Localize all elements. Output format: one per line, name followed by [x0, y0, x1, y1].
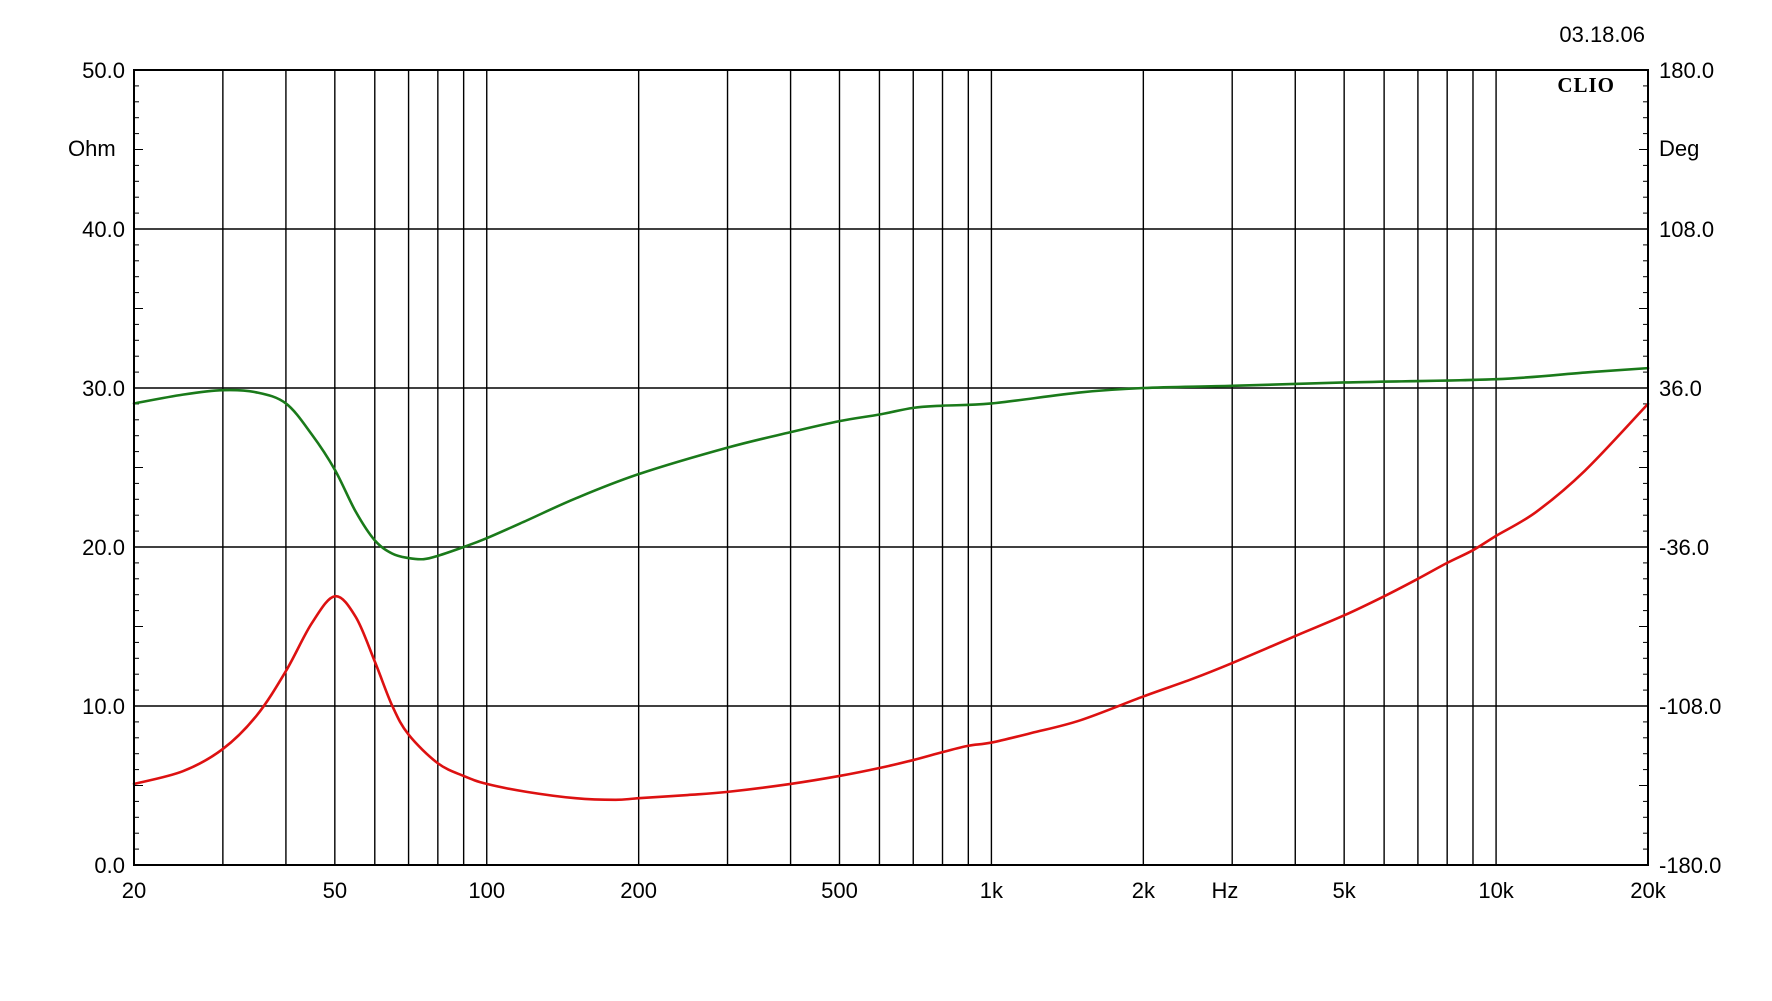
- x-tick-label: 2k: [1132, 878, 1156, 903]
- x-tick-label: 1k: [980, 878, 1004, 903]
- x-tick-label: 10k: [1478, 878, 1514, 903]
- y-left-unit: Ohm: [68, 136, 116, 161]
- date-label: 03.18.06: [1559, 22, 1645, 47]
- x-unit-label: Hz: [1212, 878, 1239, 903]
- y-right-tick-label: -36.0: [1659, 535, 1709, 560]
- series-lines: [132, 366, 1650, 802]
- y-right-tick-label: -180.0: [1659, 853, 1721, 878]
- y-left-tick-label: 40.0: [82, 217, 125, 242]
- x-tick-label: 100: [468, 878, 505, 903]
- y-right-tick-label: 180.0: [1659, 58, 1714, 83]
- y-left-tick-label: 30.0: [82, 376, 125, 401]
- brand-logo: CLIO: [1557, 73, 1615, 97]
- y-left-tick-label: 0.0: [94, 853, 125, 878]
- axis-minor-ticks: [134, 85, 1648, 850]
- minor-gridlines: [222, 70, 1497, 865]
- y-right-tick-label: -108.0: [1659, 694, 1721, 719]
- y-left-tick-label: 50.0: [82, 58, 125, 83]
- y-right-unit: Deg: [1659, 136, 1699, 161]
- major-gridlines: [134, 228, 1648, 707]
- x-tick-label: 20: [122, 878, 146, 903]
- phase-series-line: [132, 366, 1650, 561]
- x-tick-label: 5k: [1333, 878, 1357, 903]
- plot-frame: [133, 69, 1649, 866]
- y-right-tick-label: 36.0: [1659, 376, 1702, 401]
- x-tick-label: 200: [620, 878, 657, 903]
- axis-labels: 20 50 100 200 500 1k 2k 5k 10k 20k 0.0 10.0 20.0 30.0…: [82, 58, 1721, 903]
- y-left-tick-label: 10.0: [82, 694, 125, 719]
- impedance-series-line: [132, 402, 1650, 802]
- y-right-tick-label: 108.0: [1659, 217, 1714, 242]
- y-left-tick-label: 20.0: [82, 535, 125, 560]
- x-tick-label: 50: [323, 878, 347, 903]
- x-tick-label: 500: [821, 878, 858, 903]
- x-tick-label: 20k: [1630, 878, 1666, 903]
